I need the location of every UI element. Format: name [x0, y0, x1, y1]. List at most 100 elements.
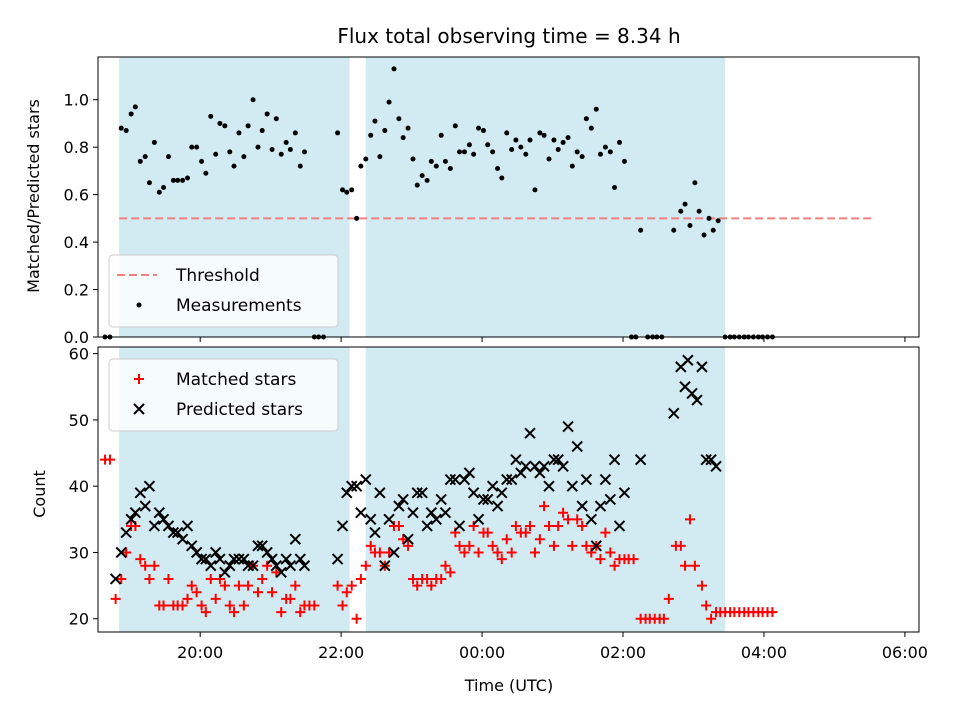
predicted-stars-point [599, 473, 612, 486]
measurements-point [123, 128, 129, 134]
predicted-stars-point [557, 460, 569, 473]
predicted-stars-point [543, 480, 555, 492]
bottom-x-tick-label: 02:00 [600, 643, 646, 662]
predicted-stars-point [710, 460, 722, 473]
matched-stars-point [544, 520, 555, 531]
measurements-point [142, 154, 148, 160]
predicted-stars-point [388, 546, 400, 559]
top-legend: Threshold Measurements [108, 254, 339, 328]
predicted-stars-point [148, 520, 161, 532]
legend-entry-label: Predicted stars [176, 400, 303, 420]
measurements-point [391, 66, 397, 72]
predicted-stars-point [482, 493, 494, 506]
top-y-axis-label: Matched/Predicted stars [24, 99, 43, 293]
matched-stars-point [365, 540, 376, 551]
measurements-point [354, 215, 360, 221]
predicted-stars-point [256, 540, 268, 552]
predicted-stars-point [336, 520, 349, 532]
measurements-point [151, 139, 157, 145]
measurements-point [245, 123, 251, 129]
predicted-stars-point [224, 560, 236, 572]
predicted-stars-point [379, 560, 391, 572]
matched-stars-point [581, 540, 592, 551]
measurements-point [414, 182, 420, 188]
matched-stars-point [663, 593, 674, 604]
predicted-stars-point [562, 420, 574, 433]
measurements-point [692, 180, 698, 186]
measurements-point [227, 149, 233, 155]
predicted-stars-point [430, 513, 442, 526]
legend-entry-label: Threshold [175, 266, 260, 286]
matched-stars-point [219, 580, 230, 591]
matched-stars-point [628, 554, 639, 565]
bottom-y-tick-label: 30 [69, 543, 89, 562]
matched-stars-point [577, 520, 588, 531]
matched-stars-point [290, 580, 301, 591]
bottom-legend: Matched stars Predicted stars [108, 358, 339, 432]
matched-stars-point [393, 520, 404, 531]
measurements-point [527, 137, 533, 143]
matched-stars-point [534, 534, 545, 545]
predicted-stars-point [696, 361, 708, 373]
measurements-point [433, 163, 439, 169]
measurements-point [671, 227, 677, 233]
measurements-point [706, 215, 712, 221]
predicted-stars-point [576, 500, 588, 512]
measurements-point [621, 158, 627, 164]
predicted-stars-point [186, 540, 198, 552]
predicted-stars-point [686, 387, 698, 400]
predicted-stars-point [233, 553, 245, 565]
bottom-x-tick-label: 22:00 [318, 643, 364, 662]
predicted-stars-point [700, 453, 712, 466]
matched-stars-point [658, 613, 669, 624]
matched-stars-point [158, 600, 169, 611]
matched-stars-point [473, 547, 484, 558]
matched-stars-point [214, 573, 225, 584]
predicted-stars-point [566, 480, 578, 492]
predicted-stars-point [505, 473, 518, 486]
predicted-stars-point [157, 513, 170, 526]
predicted-stars-point [501, 473, 513, 486]
predicted-stars-point [341, 487, 353, 499]
matched-stars-point [454, 540, 465, 551]
matched-stars-point [200, 607, 211, 618]
predicted-stars-point [228, 553, 240, 565]
measurements-point [231, 163, 237, 169]
predicted-stars-point [486, 480, 499, 492]
predicted-stars-point [195, 553, 208, 565]
matched-stars-point [110, 593, 121, 604]
predicted-stars-point [294, 553, 306, 565]
measurements-point [217, 120, 223, 126]
matched-stars-point [398, 534, 409, 545]
matched-stars-point [520, 527, 531, 538]
measurements-point [560, 139, 566, 145]
matched-stars-point [267, 587, 278, 598]
top-y-tick-label: 1.0 [64, 91, 89, 110]
matched-stars-point [285, 593, 296, 604]
matched-stars-point [482, 527, 493, 538]
top-y-tick-label: 0.2 [64, 281, 89, 300]
matched-stars-point [276, 607, 287, 618]
matched-stars-point [341, 587, 352, 598]
measurements-point [428, 158, 434, 164]
predicted-stars-point [125, 513, 137, 526]
measurements-point [480, 128, 486, 134]
matched-stars-point [408, 573, 419, 584]
measurements-point [607, 149, 613, 155]
measurements-point [118, 125, 124, 131]
matched-stars-point [689, 560, 700, 571]
matched-stars-point [496, 554, 507, 565]
measurements-point [523, 151, 529, 157]
predicted-stars-point [153, 506, 166, 519]
matched-stars-point [355, 573, 366, 584]
measurements-point [537, 130, 543, 136]
matched-stars-point [767, 607, 778, 618]
measurements-point [452, 123, 458, 129]
predicted-stars-point [449, 473, 462, 486]
measurements-point [541, 132, 547, 138]
measurements-point [250, 97, 256, 103]
measurements-point [236, 130, 242, 136]
predicted-stars-point [143, 480, 156, 492]
measurements-point [410, 156, 416, 162]
matched-stars-point [196, 600, 207, 611]
